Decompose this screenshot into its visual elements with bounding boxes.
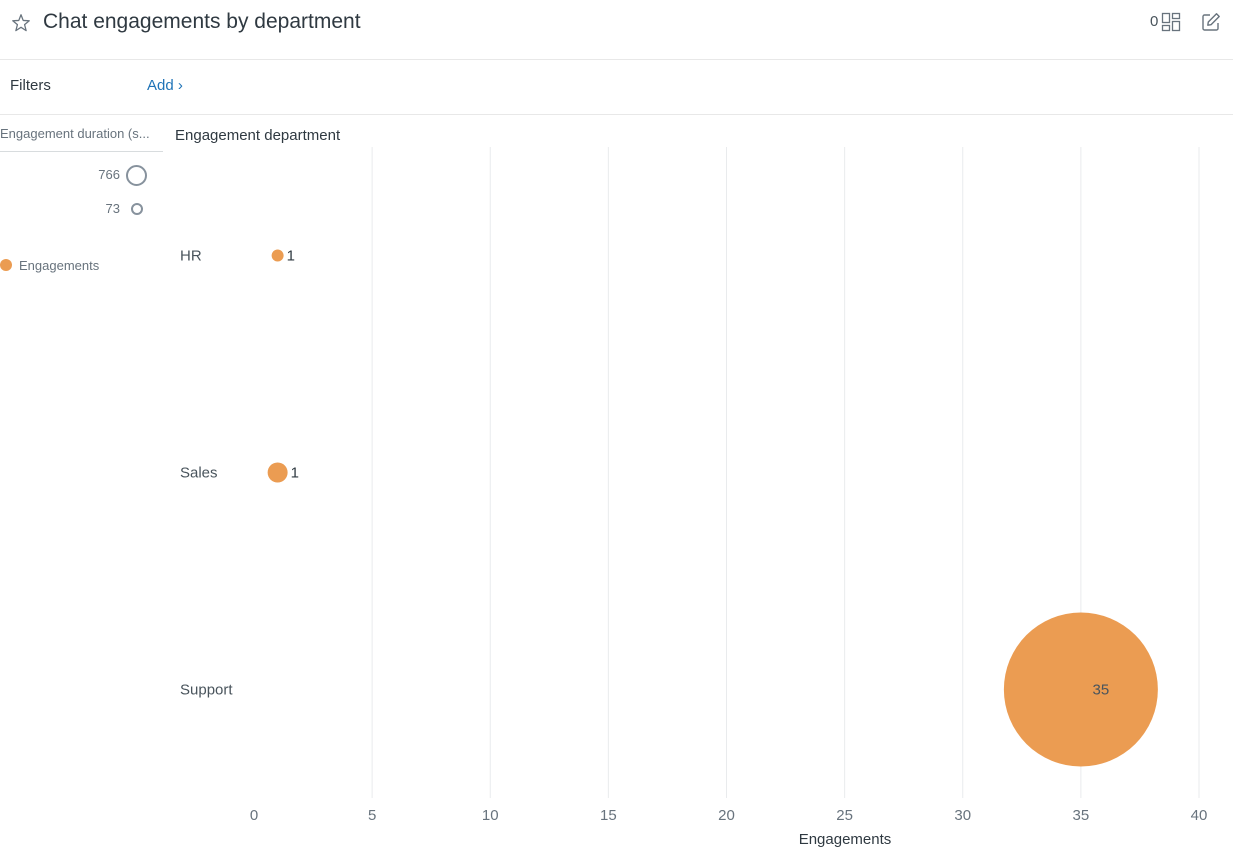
legend-size-min-label: 73 — [105, 201, 120, 216]
x-tick-label: 25 — [836, 807, 853, 824]
legend-series-swatch[interactable] — [0, 259, 12, 271]
add-filter-link[interactable]: Add › — [147, 77, 183, 94]
x-tick-label: 20 — [718, 807, 735, 824]
legend-size-min-ring — [131, 203, 143, 215]
bubble-value-label: 1 — [287, 248, 295, 265]
x-tick-label: 15 — [600, 807, 617, 824]
star-icon[interactable] — [10, 12, 32, 34]
chart-legend: Engagement duration (s... 766 73 Engagem… — [0, 115, 165, 315]
x-tick-label: 10 — [482, 807, 499, 824]
y-axis-title: Engagement department — [175, 127, 341, 144]
pencil-icon[interactable] — [1201, 12, 1221, 32]
bubble-value-label: 35 — [1093, 682, 1110, 699]
filters-bar: Filters Add › — [0, 60, 1233, 115]
x-tick-label: 40 — [1191, 807, 1208, 824]
x-tick-label: 30 — [954, 807, 971, 824]
bubble-value-label: 1 — [291, 465, 299, 482]
x-tick-labels: 0 5 10 15 20 25 30 35 40 — [250, 807, 1208, 824]
x-tick-label: 5 — [368, 807, 376, 824]
dashboard-header: Chat engagements by department 0 — [0, 0, 1233, 60]
legend-size-max-label: 766 — [98, 167, 120, 182]
bubbles: 1 1 35 — [267, 248, 1158, 767]
grid-icon[interactable] — [1161, 12, 1181, 32]
x-axis-title: Engagements — [799, 831, 892, 848]
filters-label: Filters — [10, 77, 51, 94]
y-category-label: HR — [180, 248, 202, 265]
legend-series-label[interactable]: Engagements — [19, 258, 100, 273]
bubble-hr[interactable] — [271, 249, 284, 262]
y-category-label: Support — [180, 682, 233, 699]
legend-size-max-ring — [126, 165, 147, 186]
y-category-label: Sales — [180, 465, 218, 482]
x-tick-label: 35 — [1073, 807, 1090, 824]
y-category-labels: HR Sales Support — [180, 248, 233, 699]
bubble-support[interactable] — [1003, 612, 1158, 767]
x-tick-label: 0 — [250, 807, 258, 824]
bubble-sales[interactable] — [267, 462, 288, 483]
legend-size-title: Engagement duration (s... — [0, 126, 163, 152]
widget-count: 0 — [1150, 13, 1159, 30]
page-title: Chat engagements by department — [43, 10, 361, 33]
